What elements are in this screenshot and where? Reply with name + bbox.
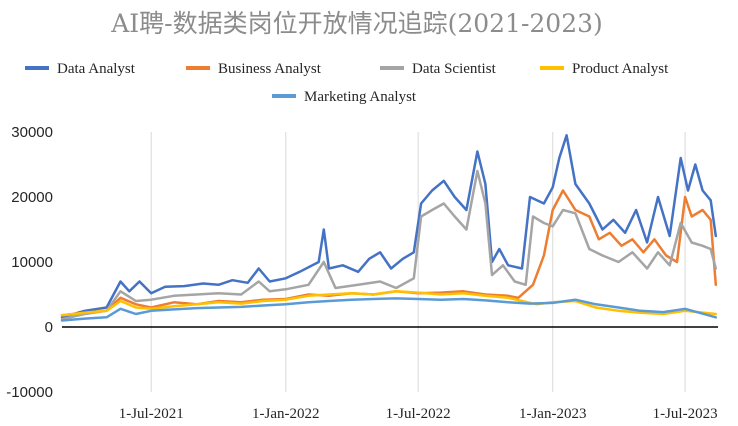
- y-tick-label: 0: [45, 319, 53, 336]
- legend-label: Business Analyst: [218, 61, 322, 77]
- legend-label: Data Analyst: [57, 61, 136, 77]
- series-line-product-analyst: [60, 290, 718, 317]
- y-tick-label: 10000: [11, 254, 53, 271]
- series-line-business-analyst: [60, 189, 718, 317]
- y-axis: 30000 20000 10000 0 -10000: [6, 124, 53, 401]
- y-tick-label: 30000: [11, 124, 53, 141]
- legend-label: Data Scientist: [412, 61, 497, 77]
- x-axis: 1-Jul-2021 1-Jan-2022 1-Jul-2022 1-Jan-2023…: [119, 406, 718, 422]
- x-tick-label: 1-Jul-2022: [386, 406, 451, 422]
- x-tick-label: 1-Jul-2023: [653, 406, 718, 422]
- series-lines: [60, 134, 718, 322]
- series-line-data-analyst: [60, 134, 718, 319]
- x-tick-label: 1-Jul-2021: [119, 406, 184, 422]
- legend-label: Product Analyst: [572, 61, 669, 77]
- x-tick-label: 1-Jan-2022: [252, 406, 320, 422]
- x-tick-label: 1-Jan-2023: [519, 406, 587, 422]
- series-line-marketing-analyst: [60, 297, 718, 322]
- y-tick-label: -10000: [6, 384, 53, 401]
- legend: Data Analyst Business Analyst Data Scienti…: [25, 61, 669, 105]
- series-line-data-scientist: [60, 169, 718, 321]
- gridlines: [150, 132, 686, 392]
- y-tick-label: 20000: [11, 189, 53, 206]
- legend-label: Marketing Analyst: [304, 89, 417, 105]
- chart-title: AI聘-数据类岗位开放情况追踪(2021-2023): [110, 9, 603, 38]
